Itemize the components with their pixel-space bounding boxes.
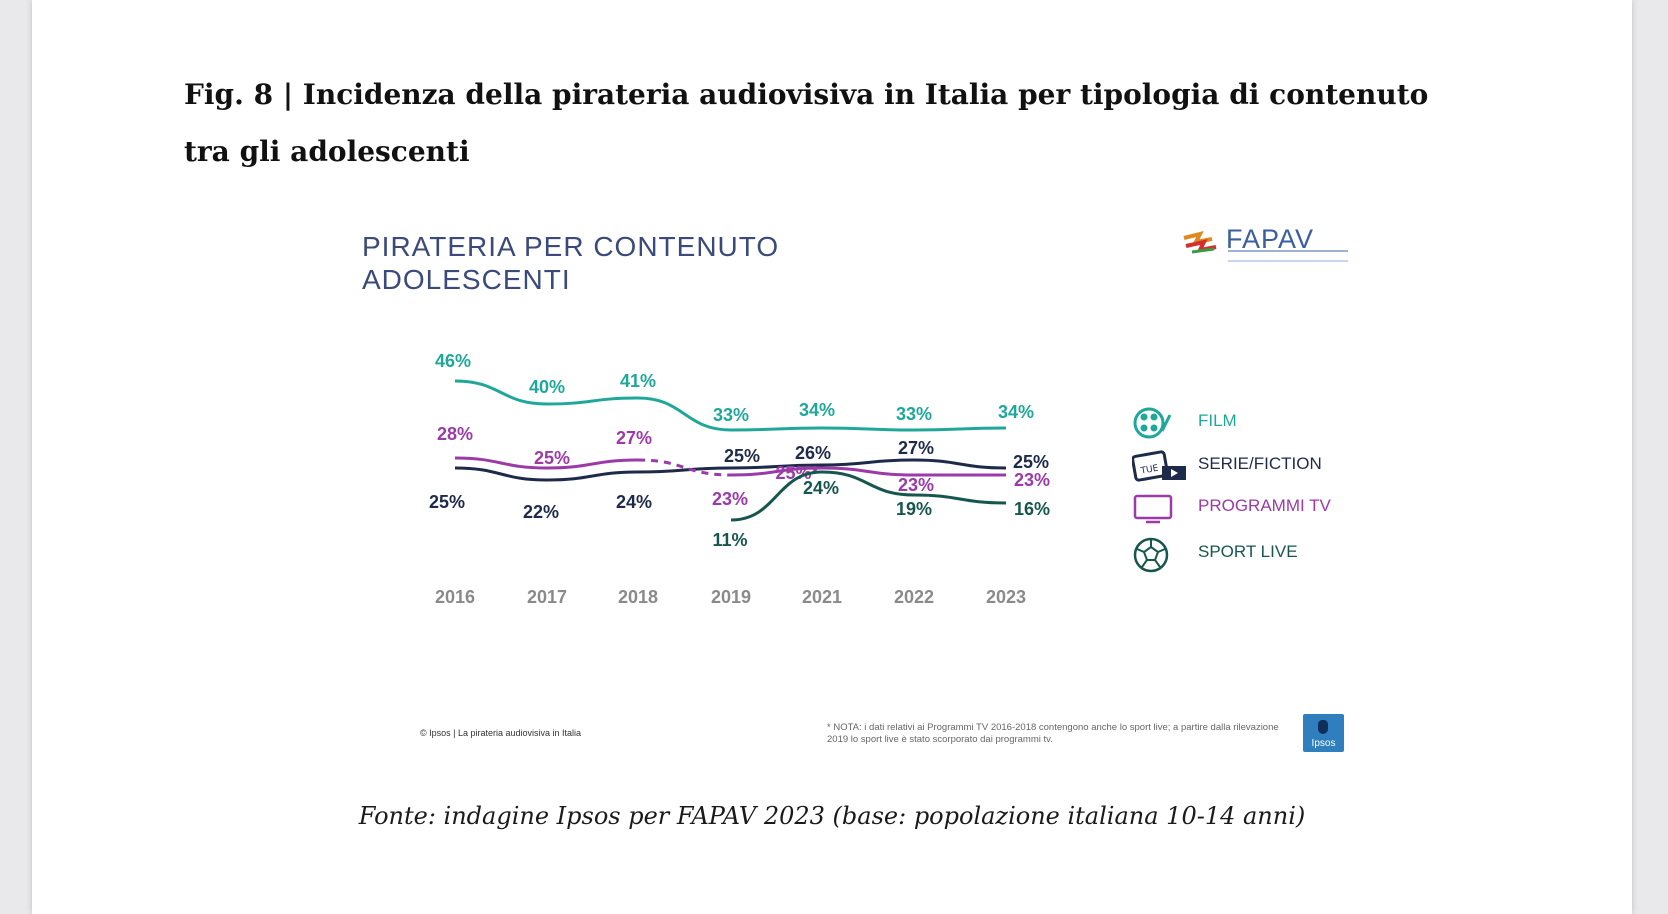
- data-label-serie-fiction-2022: 27%: [898, 438, 934, 458]
- data-label-serie-fiction-2017: 22%: [523, 502, 559, 522]
- ipsos-logo: Ipsos: [1303, 714, 1344, 752]
- data-label-serie-fiction-2018: 24%: [616, 492, 652, 512]
- x-tick-label-2018: 2018: [618, 587, 658, 607]
- ipsos-logo-text: Ipsos: [1311, 738, 1336, 749]
- fapav-logo-tagline: [1228, 250, 1348, 262]
- data-label-serie-fiction-2019: 25%: [724, 446, 760, 466]
- data-label-film-2016: 46%: [435, 351, 471, 371]
- data-label-film-2019: 33%: [713, 405, 749, 425]
- legend-label-programmi-tv: PROGRAMMI TV: [1198, 496, 1331, 515]
- series-line-programmi-tv-dashed: [637, 458, 732, 477]
- data-label-programmi-tv-2019: 23%: [712, 489, 748, 509]
- data-label-sport-live-2019: 11%: [712, 530, 747, 550]
- data-label-film-2023: 34%: [998, 402, 1034, 422]
- slide-footer-credit: © Ipsos | La pirateria audiovisiva in It…: [420, 728, 582, 738]
- data-label-serie-fiction-2023: 25%: [1013, 452, 1049, 472]
- data-label-serie-fiction-2021: 26%: [795, 443, 831, 463]
- data-label-sport-live-2021: 24%: [803, 478, 839, 498]
- data-label-programmi-tv-2021: 25%*: [775, 463, 818, 483]
- series-line-programmi-tv-cont: [730, 466, 1006, 477]
- data-label-programmi-tv-2016: 28%: [437, 424, 473, 444]
- data-label-film-2021: 34%: [799, 400, 835, 420]
- film-reel-icon: [1133, 407, 1172, 439]
- x-tick-label-2022: 2022: [894, 587, 934, 607]
- slide-title-line2: ADOLESCENTI: [362, 264, 571, 295]
- series-line-film: [454, 379, 1007, 432]
- slide-title: PIRATERIA PER CONTENUTO ADOLESCENTI: [362, 230, 779, 296]
- x-tick-label-2021: 2021: [802, 587, 842, 607]
- series-line-sport-live: [730, 470, 1007, 522]
- data-label-film-2017: 40%: [529, 377, 565, 397]
- tv-icon: [1133, 494, 1173, 524]
- slide-footer-note: * NOTA: i dati relativi ai Programmi TV …: [827, 722, 1279, 745]
- figure-title: Fig. 8 | Incidenza della pirateria audio…: [184, 78, 1429, 168]
- slide-title-line1: PIRATERIA PER CONTENUTO: [362, 231, 780, 262]
- fapav-logo-text: FAPAV: [1226, 224, 1315, 254]
- data-label-film-2022: 33%: [896, 404, 932, 424]
- data-label-film-2018: 41%: [620, 371, 656, 391]
- line-chart: 46% 40% 41% 33% 34% 33% 34% 25% 22% 24% 25% 26% 27% 2…: [429, 351, 1050, 607]
- ipsos-logo-icon: [1318, 720, 1328, 734]
- data-label-programmi-tv-2017: 25%: [534, 448, 570, 468]
- data-label-sport-live-2022: 19%: [896, 499, 932, 519]
- x-tick-label-2017: 2017: [527, 587, 567, 607]
- data-label-serie-fiction-2016: 25%: [429, 492, 465, 512]
- svg-text:TUE: TUE: [1139, 464, 1160, 477]
- legend-label-sport-live: SPORT LIVE: [1198, 542, 1298, 561]
- figure-source: Fonte: indagine Ipsos per FAPAV 2023 (ba…: [358, 802, 1306, 830]
- fapav-logo-icon: [1183, 231, 1217, 254]
- series-line-programmi-tv: [454, 456, 639, 470]
- fapav-logo: FAPAV: [1182, 224, 1348, 266]
- data-label-programmi-tv-2018: 27%: [616, 428, 652, 448]
- data-label-sport-live-2023: 16%: [1014, 499, 1050, 519]
- chart-slide: PIRATERIA PER CONTENUTO ADOLESCENTI FAPA…: [32, 0, 1632, 914]
- legend-label-film: FILM: [1198, 411, 1237, 430]
- data-label-programmi-tv-2022: 23%: [898, 475, 934, 495]
- legend-label-serie-fiction: SERIE/FICTION: [1198, 454, 1322, 473]
- x-tick-label-2016: 2016: [435, 587, 475, 607]
- soccer-ball-icon: [1133, 537, 1169, 573]
- series-line-serie-fiction: [454, 458, 1007, 482]
- x-tick-label-2019: 2019: [711, 587, 751, 607]
- calendar-video-icon: TUE: [1132, 450, 1186, 482]
- x-tick-label-2023: 2023: [986, 587, 1026, 607]
- data-label-programmi-tv-2023: 23%: [1014, 470, 1050, 490]
- document-page: Fig. 8 | Incidenza della pirateria audio…: [32, 0, 1632, 914]
